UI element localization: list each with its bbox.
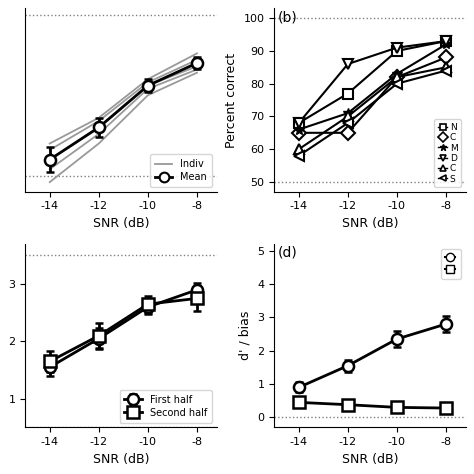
Legend: N, C, M, D, C, S: N, C, M, D, C, S: [435, 119, 461, 187]
Legend: , : ,: [441, 249, 461, 279]
X-axis label: SNR (dB): SNR (dB): [342, 217, 398, 230]
X-axis label: SNR (dB): SNR (dB): [92, 453, 149, 465]
X-axis label: SNR (dB): SNR (dB): [342, 453, 398, 465]
Text: (b): (b): [278, 10, 298, 24]
Y-axis label: d' / bias: d' / bias: [239, 311, 252, 360]
Text: (d): (d): [278, 246, 298, 260]
Y-axis label: Percent correct: Percent correct: [225, 53, 238, 147]
X-axis label: SNR (dB): SNR (dB): [92, 217, 149, 230]
Legend: First half, Second half: First half, Second half: [119, 390, 212, 422]
Legend: Indiv, Mean: Indiv, Mean: [150, 154, 212, 187]
